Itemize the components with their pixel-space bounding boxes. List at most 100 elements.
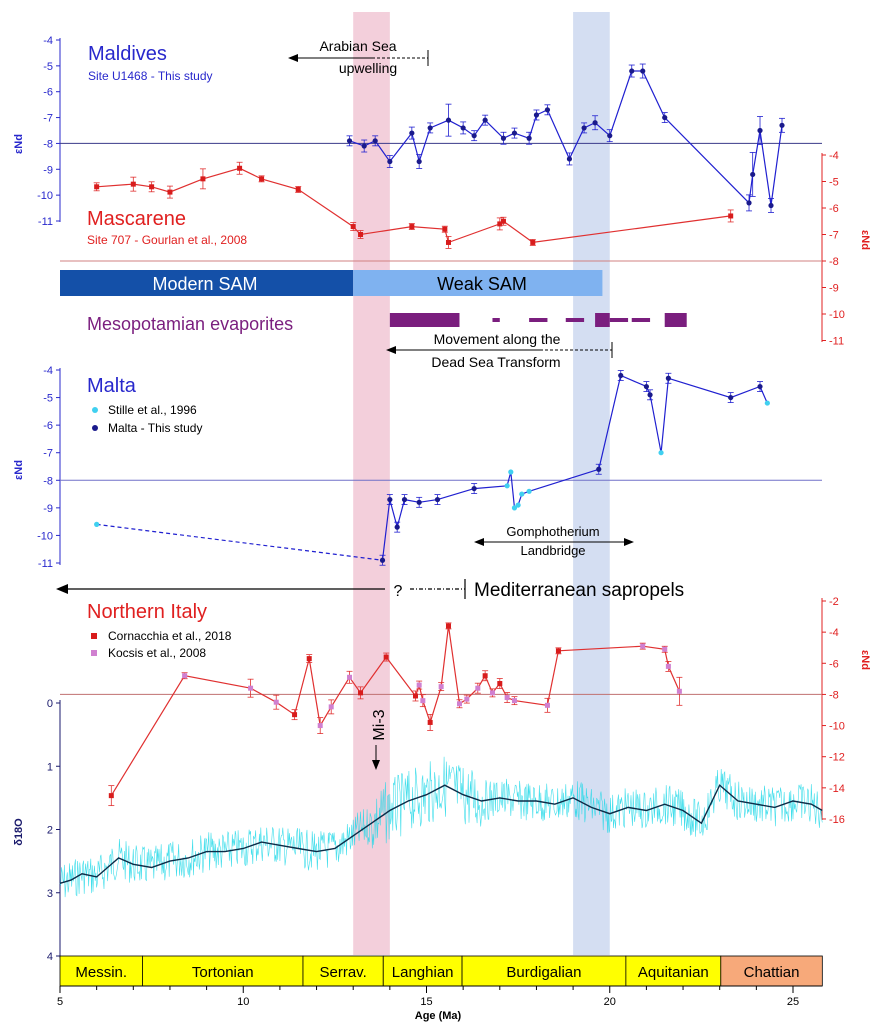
maldives-subtitle: Site U1468 - This study [88, 69, 213, 83]
italy-legend-kocsis: Kocsis et al., 2008 [108, 646, 206, 660]
x-axis: 5 10 15 20 25 [57, 985, 822, 1008]
d18o-series [59, 756, 823, 898]
d18o-smooth [59, 784, 823, 884]
arabian-sea-annotation: Arabian Sea upwelling [288, 38, 429, 76]
maldives-point [500, 135, 507, 141]
evaporite-segment [631, 318, 651, 322]
mascarene-point [200, 176, 206, 182]
malta-series [94, 370, 770, 566]
malta-point [618, 372, 624, 379]
d18o-raw [59, 756, 823, 898]
mascarene-point [130, 181, 136, 187]
mascarene-title: Mascarene [87, 208, 186, 230]
evaporite-segment [529, 318, 548, 322]
mascarene-point [167, 189, 173, 195]
malta-axis-tick-label: -8 [43, 475, 53, 487]
maldives-point [592, 120, 598, 126]
arrow-left-icon [474, 538, 484, 546]
malta-point [728, 394, 734, 401]
evaporites-label: Mesopotamian evaporites [87, 314, 293, 334]
malta-point [643, 383, 650, 390]
d18o-axis-tick-label: 1 [47, 761, 53, 773]
malta-point [379, 557, 386, 563]
question-mark: ? [394, 583, 403, 600]
italy-point [662, 646, 668, 652]
malta-point [515, 502, 521, 508]
maldives-point [544, 107, 551, 113]
maldives-point [372, 138, 378, 144]
italy-axis-tick-label: -12 [829, 752, 845, 764]
sam-modern-label: Modern SAM [152, 274, 257, 294]
mascarene-point [94, 184, 100, 190]
mascarene-subtitle: Site 707 - Gourlan et al., 2008 [87, 233, 247, 247]
mascarene-point [497, 221, 503, 227]
highlight-bands [353, 12, 610, 955]
maldives-axis-tick-label: -11 [38, 216, 53, 228]
stage-label: Chattian [744, 964, 800, 981]
mascarene-axis-tick-label: -4 [829, 150, 839, 162]
maldives-title: Maldives [88, 43, 167, 65]
malta-legend-this-study: Malta - This study [108, 421, 202, 435]
malta-point [504, 483, 510, 489]
maldives-axis: -4 -5 -6 -7 -8 -9 -10 -11 [37, 35, 822, 228]
mascarene-axis-tick-label: -6 [829, 203, 839, 215]
italy-point [108, 793, 114, 799]
malta-axis-tick-label: -4 [43, 365, 53, 377]
sam-segment [353, 270, 603, 296]
malta-point [401, 496, 408, 503]
stage-box [302, 955, 384, 987]
stage-box [461, 955, 627, 987]
arrow-right-icon [624, 538, 634, 546]
italy-point [248, 685, 254, 691]
evaporite-segment [565, 318, 585, 322]
evaporite-segment [595, 313, 610, 327]
italy-point [456, 701, 462, 707]
mascarene-point [295, 186, 301, 192]
malta-point [526, 488, 532, 494]
mascarene-axis-tick-label: -11 [829, 336, 844, 348]
mascarene-axis-tick-label: -9 [829, 283, 839, 295]
malta-point [471, 485, 477, 492]
stage-box [59, 955, 143, 987]
d18o-axis: 0 1 2 3 4 [47, 698, 61, 963]
mascarene-point [445, 239, 451, 245]
sapropels-label: Mediterranean sapropels [474, 580, 684, 601]
upwelling-label: upwelling [339, 60, 397, 76]
highlight-band [573, 12, 610, 955]
malta-line [381, 374, 768, 561]
malta-axis-tick-label: -11 [38, 558, 53, 570]
italy-point [328, 704, 334, 710]
dead-sea-annotation: Movement along the Dead Sea Transform [386, 331, 613, 370]
landbridge-label: Landbridge [520, 543, 585, 558]
maldives-point [607, 133, 613, 139]
maldives-point [361, 143, 367, 149]
italy-axis-tick-label: -16 [829, 814, 845, 826]
malta-dashed-line [96, 523, 383, 561]
stage-box [382, 955, 463, 987]
maldives-point [640, 68, 646, 74]
italy-axis-tick-label: -2 [829, 596, 839, 608]
italy-axis-tick-label: -14 [829, 783, 845, 795]
evaporite-segment [609, 318, 629, 322]
arabian-sea-label: Arabian Sea [319, 38, 396, 54]
maldives-point [526, 135, 532, 141]
malta-axis-tick-label: -5 [43, 393, 53, 405]
italy-point [273, 699, 279, 705]
arrow-left-icon [386, 346, 396, 354]
maldives-point [750, 171, 756, 178]
maldives-point [566, 156, 573, 162]
mascarene-point [350, 224, 356, 230]
malta-point [658, 450, 664, 456]
italy-point [464, 696, 470, 702]
malta-point [416, 499, 422, 505]
legend-marker-kocsis [91, 650, 97, 656]
mascarene-point [237, 165, 243, 171]
mascarene-point [728, 213, 734, 219]
italy-axis-tick-label: -4 [829, 627, 839, 639]
italy-point [482, 673, 488, 679]
maldives-point [768, 202, 774, 209]
malta-point [519, 491, 525, 497]
evaporites-segments [389, 313, 687, 327]
maldives-point [387, 158, 393, 165]
italy-point [317, 723, 323, 729]
